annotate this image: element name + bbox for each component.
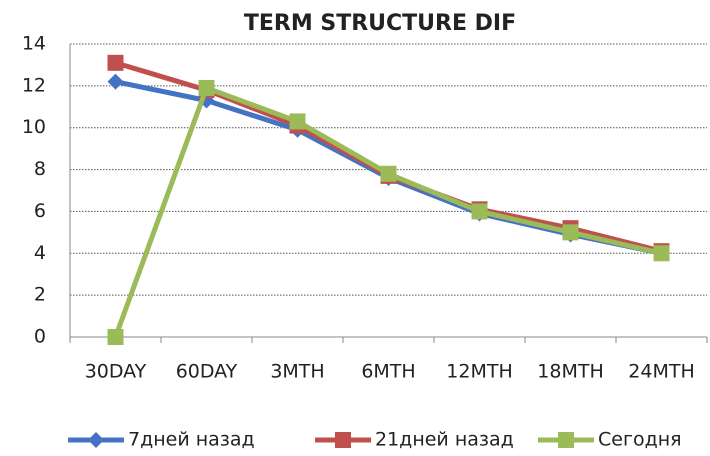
y-tick-label: 0: [34, 326, 46, 348]
x-tick-label: 6MTH: [361, 361, 415, 383]
marker: [335, 432, 351, 448]
y-tick-label: 6: [34, 200, 46, 222]
marker: [562, 224, 579, 241]
marker: [88, 432, 104, 448]
x-tick-label: 12MTH: [446, 361, 512, 383]
y-tick-label: 4: [34, 242, 46, 264]
marker: [107, 329, 124, 345]
marker: [380, 165, 397, 182]
marker: [558, 432, 574, 448]
marker: [289, 113, 306, 130]
series-line: [113, 85, 663, 338]
y-tick-label: 10: [22, 116, 46, 138]
legend-label: 21дней назад: [375, 429, 514, 451]
legend-label: Сегодня: [598, 429, 682, 451]
y-tick-label: 8: [34, 158, 46, 180]
marker: [198, 79, 215, 96]
marker: [107, 54, 124, 71]
marker: [471, 203, 488, 220]
series-line: [114, 60, 663, 254]
marker: [653, 245, 670, 262]
chart-title: TERM STRUCTURE DIF: [244, 11, 516, 36]
x-tick-label: 30DAY: [85, 361, 147, 383]
marker: [107, 73, 124, 90]
y-tick-label: 2: [34, 284, 46, 306]
x-tick-label: 60DAY: [176, 361, 238, 383]
y-tick-label: 12: [22, 74, 46, 96]
y-tick-label: 14: [22, 33, 46, 55]
x-tick-label: 3MTH: [270, 361, 324, 383]
legend-label: 7дней назад: [128, 429, 255, 451]
x-tick-label: 24MTH: [628, 361, 694, 383]
x-tick-label: 18MTH: [537, 361, 603, 383]
